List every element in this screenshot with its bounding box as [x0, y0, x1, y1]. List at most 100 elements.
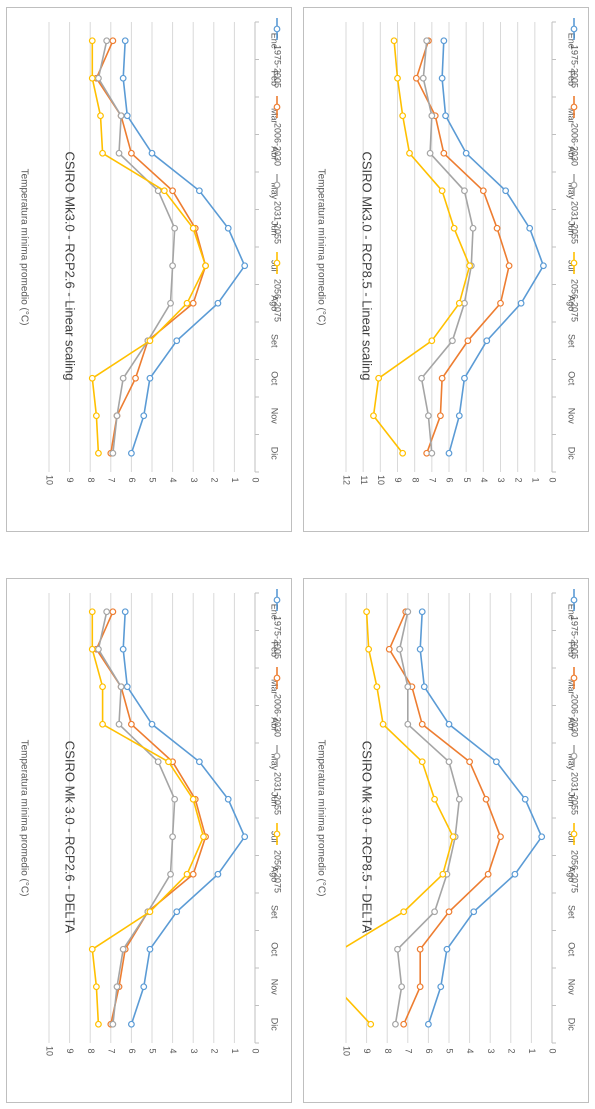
- data-point: [123, 683, 131, 691]
- data-point: [497, 299, 504, 307]
- value-axis-title: Temperatura mínima promedio (°C): [315, 169, 326, 326]
- value-tick-label: 8: [86, 477, 96, 482]
- data-point: [339, 946, 345, 952]
- value-tick-label: 7: [427, 477, 437, 482]
- data-point: [132, 374, 139, 382]
- series-line: [415, 40, 510, 454]
- data-point: [412, 74, 420, 82]
- category-label: Jun: [270, 792, 280, 807]
- category-label: Nov: [270, 408, 280, 425]
- category-label: Abr: [270, 146, 280, 160]
- category-label: Ene: [567, 33, 577, 49]
- data-point: [437, 983, 445, 991]
- category-label: May: [567, 182, 577, 200]
- legend-swatch-marker: [273, 596, 281, 604]
- data-point: [394, 74, 401, 82]
- data-point: [119, 945, 127, 953]
- data-point: [437, 412, 444, 420]
- category-label: Oct: [270, 371, 280, 386]
- series-line: [91, 611, 205, 1025]
- category-label: Set: [270, 334, 280, 348]
- data-point: [466, 262, 474, 270]
- data-point: [214, 870, 222, 878]
- value-tick-label: 3: [189, 1048, 199, 1053]
- category-label: Mar: [270, 679, 280, 695]
- legend-swatch-marker: [273, 103, 281, 111]
- data-point: [189, 795, 197, 803]
- data-point: [385, 645, 393, 653]
- category-label: Jul: [567, 260, 577, 272]
- data-point: [511, 870, 519, 878]
- data-point: [484, 870, 492, 878]
- data-point: [183, 870, 191, 878]
- category-label: Nov: [567, 979, 577, 996]
- value-tick-label: 5: [445, 1048, 455, 1053]
- data-point: [146, 337, 154, 345]
- value-tick-label: 9: [362, 1048, 372, 1053]
- data-point: [97, 112, 104, 120]
- data-point: [95, 74, 102, 82]
- value-tick-label: 12: [342, 475, 352, 485]
- legend-label: 2006-2030: [273, 123, 283, 166]
- data-point: [88, 608, 96, 616]
- data-point: [450, 224, 458, 232]
- category-label: May: [270, 182, 280, 200]
- series-line: [122, 611, 246, 1025]
- data-point: [398, 983, 406, 991]
- series-line: [122, 40, 246, 454]
- category-label: Ago: [270, 295, 280, 311]
- category-label: Oct: [270, 942, 280, 957]
- series-line: [91, 40, 207, 454]
- data-point: [526, 224, 534, 232]
- value-tick-label: 4: [465, 1048, 475, 1053]
- data-point: [406, 149, 413, 157]
- data-point: [521, 795, 529, 803]
- value-tick-label: 9: [65, 477, 75, 482]
- data-point: [418, 374, 425, 382]
- data-point: [502, 187, 510, 195]
- data-point: [148, 149, 156, 157]
- category-label: Feb: [270, 641, 280, 657]
- legend-swatch-marker: [570, 596, 578, 604]
- data-point: [367, 1020, 375, 1028]
- data-point: [439, 870, 447, 878]
- category-label: Feb: [567, 70, 577, 86]
- data-point: [189, 224, 197, 232]
- data-point: [396, 645, 403, 653]
- data-point: [121, 37, 129, 45]
- data-point: [123, 112, 131, 120]
- data-point: [154, 758, 162, 766]
- legend-label: 2031-2055: [273, 772, 283, 815]
- category-label: Set: [270, 905, 280, 919]
- data-point: [445, 720, 453, 728]
- data-point: [420, 683, 428, 691]
- value-tick-label: 2: [513, 477, 523, 482]
- data-point: [392, 1020, 399, 1028]
- data-point: [426, 149, 434, 157]
- data-point: [455, 412, 463, 420]
- data-point: [418, 608, 426, 616]
- value-tick-label: 4: [479, 477, 489, 482]
- value-tick-label: 8: [86, 1048, 96, 1053]
- data-point: [438, 74, 446, 82]
- data-point: [113, 983, 121, 991]
- legend-swatch-marker: [570, 25, 578, 33]
- value-tick-label: 3: [486, 1048, 496, 1053]
- value-tick-label: 6: [445, 477, 455, 482]
- data-point: [431, 795, 438, 803]
- legend-label: 2006-2030: [273, 694, 283, 737]
- series-line: [97, 40, 176, 454]
- data-point: [365, 645, 373, 653]
- plot-area: [88, 608, 249, 1028]
- data-point: [95, 449, 102, 457]
- value-tick-label: 10: [376, 475, 386, 485]
- data-point: [418, 720, 426, 728]
- plot-area: [370, 37, 547, 457]
- data-point: [195, 187, 203, 195]
- data-point: [109, 608, 117, 616]
- data-point: [127, 149, 135, 157]
- value-tick-label: 4: [168, 1048, 178, 1053]
- legend-label: 2056-2075: [570, 850, 580, 893]
- data-point: [455, 299, 463, 307]
- data-point: [103, 37, 111, 45]
